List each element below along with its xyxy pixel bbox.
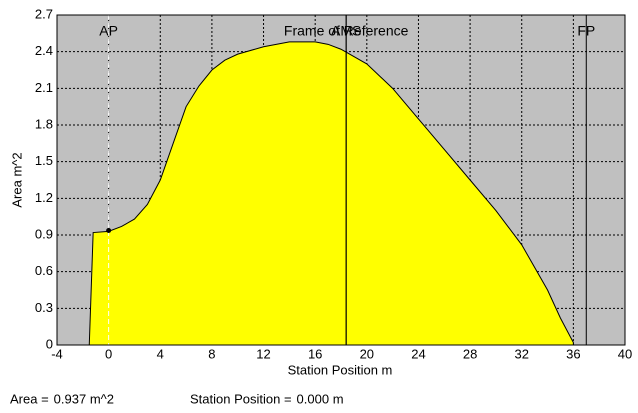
x-tick-label: 20 — [360, 346, 374, 361]
y-tick-label: 0 — [46, 336, 53, 351]
readout-value: 0.937 m^2 — [54, 391, 114, 406]
y-tick-label: 2.4 — [35, 43, 53, 58]
marker-label: AP — [99, 23, 118, 39]
x-tick-label: 28 — [463, 346, 477, 361]
y-tick-label: 2.1 — [35, 80, 53, 95]
y-tick-label: 0.3 — [35, 300, 53, 315]
x-tick-label: 12 — [256, 346, 270, 361]
x-tick-label: 32 — [514, 346, 528, 361]
y-tick-label: 1.8 — [35, 116, 53, 131]
x-axis-label: Station Position m — [288, 362, 393, 377]
x-tick-label: 36 — [566, 346, 580, 361]
point — [106, 227, 112, 233]
y-tick-label: 1.2 — [35, 190, 53, 205]
x-tick-label: 8 — [208, 346, 215, 361]
x-tick-label: 24 — [411, 346, 425, 361]
plot-border — [56, 14, 626, 346]
x-tick-label: -4 — [51, 346, 63, 361]
y-tick-label: 0.9 — [35, 226, 53, 241]
readout-label: Station Position = — [190, 391, 292, 406]
x-tick-label: 16 — [308, 346, 322, 361]
y-tick-label: 2.7 — [35, 6, 53, 21]
y-axis-label: Area m^2 — [9, 152, 24, 207]
marker-label: FP — [577, 23, 595, 39]
y-tick-label: 1.5 — [35, 153, 53, 168]
y-tick-label: 0.6 — [35, 263, 53, 278]
x-tick-label: 4 — [157, 346, 164, 361]
readout-label: Area = — [10, 391, 49, 406]
x-tick-label: 0 — [105, 346, 112, 361]
x-tick-label: 40 — [618, 346, 632, 361]
area — [88, 41, 574, 346]
readout-value: 0.000 m — [297, 391, 344, 406]
marker-label: AMS — [331, 23, 361, 39]
